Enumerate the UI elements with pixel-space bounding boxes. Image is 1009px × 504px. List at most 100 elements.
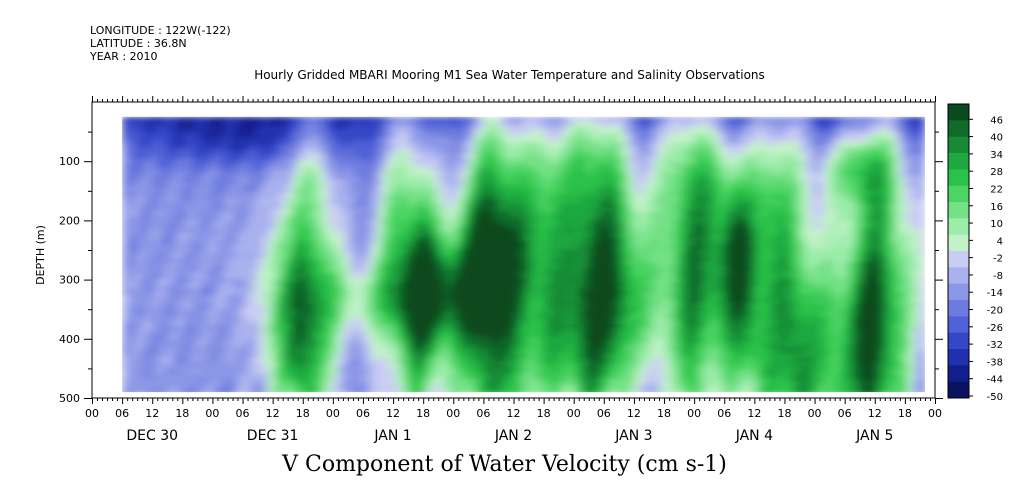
heatmap-cell [388,220,394,226]
heatmap-cell [488,357,495,362]
heatmap-cell [327,257,334,263]
heatmap-cell [207,270,214,275]
heatmap-cell [157,187,163,192]
heatmap-cell [212,303,219,309]
heatmap-cell [362,348,369,354]
heatmap-cell [428,145,434,151]
heatmap-cell [232,183,239,188]
heatmap-cell [453,319,459,325]
heatmap-cell [443,187,449,192]
heatmap-cell [327,315,334,321]
heatmap-cell [322,137,329,143]
heatmap-cell [272,245,279,250]
heatmap-cell [362,174,369,180]
heatmap-cell [458,195,464,201]
heatmap-cell [167,278,173,284]
heatmap-cell [237,274,244,280]
heatmap-cell [322,270,329,275]
heatmap-cell [202,344,209,350]
heatmap-cell [473,195,479,201]
heatmap-cell [192,195,198,201]
heatmap-cell [237,141,244,147]
heatmap-cell [177,207,183,213]
heatmap-cell [378,311,384,317]
heatmap-cell [332,125,339,130]
heatmap-cell [483,315,490,321]
heatmap-cell [222,232,229,238]
heatmap-cell [463,270,469,275]
heatmap-cell [337,141,344,147]
heatmap-cell [312,294,319,300]
heatmap-cell [247,357,254,362]
heatmap-cell [222,382,229,387]
heatmap-cell [373,241,379,246]
heatmap-cell [202,261,209,267]
heatmap-cell [227,154,234,159]
heatmap-cell [147,133,153,139]
heatmap-cell [242,232,249,238]
heatmap-cell [292,299,299,304]
heatmap-cell [212,187,219,192]
heatmap-cell [468,158,474,163]
heatmap-cell [388,278,394,284]
heatmap-cell [332,137,339,143]
heatmap-cell [378,116,384,122]
heatmap-cell [147,232,153,238]
heatmap-cell [227,191,234,197]
heatmap-cell [302,324,309,329]
heatmap-cell [463,369,469,375]
heatmap-cell [122,290,128,296]
heatmap-cell [192,129,198,134]
heatmap-cell [468,336,474,342]
heatmap-cell [212,377,219,383]
heatmap-cell [312,133,319,139]
heatmap-cell [252,294,259,300]
heatmap-cell [157,236,163,242]
heatmap-cell [212,241,219,246]
heatmap-cell [202,319,209,325]
heatmap-cell [297,332,304,338]
heatmap-cell [147,191,153,197]
heatmap-cell [257,270,264,275]
heatmap-cell [282,133,289,139]
heatmap-cell [383,353,389,358]
heatmap-cell [152,212,158,217]
heatmap-cell [443,232,449,238]
heatmap-cell [493,216,500,221]
heatmap-cell [152,120,158,126]
heatmap-cell [408,373,414,379]
heatmap-cell [332,353,339,358]
heatmap-cell [307,290,314,296]
heatmap-cell [413,294,419,300]
heatmap-cell [317,249,324,255]
heatmap-cell [347,278,354,284]
heatmap-cell [398,286,404,292]
heatmap-cell [182,141,188,147]
heatmap-cell [443,145,449,151]
heatmap-cell [488,183,495,188]
heatmap-cell [347,154,354,159]
heatmap-cell [122,125,128,130]
heatmap-cell [468,377,474,383]
heatmap-cell [393,386,399,391]
heatmap-cell [463,361,469,367]
heatmap-cell [267,377,274,383]
heatmap-cell [393,158,399,163]
heatmap-cell [122,253,128,259]
heatmap-cell [362,373,369,379]
heatmap-cell [227,315,234,321]
heatmap-cell [237,116,244,122]
heatmap-cell [458,224,464,230]
heatmap-cell [262,369,269,375]
heatmap-cell [257,125,264,130]
heatmap-cell [292,166,299,172]
heatmap-cell [443,386,449,391]
heatmap-cell [383,336,389,342]
heatmap-cell [468,249,474,255]
heatmap-cell [428,286,434,292]
heatmap-cell [247,216,254,221]
heatmap-cell [197,216,203,221]
heatmap-cell [277,245,284,250]
heatmap-cell [182,348,188,354]
heatmap-cell [423,265,429,271]
